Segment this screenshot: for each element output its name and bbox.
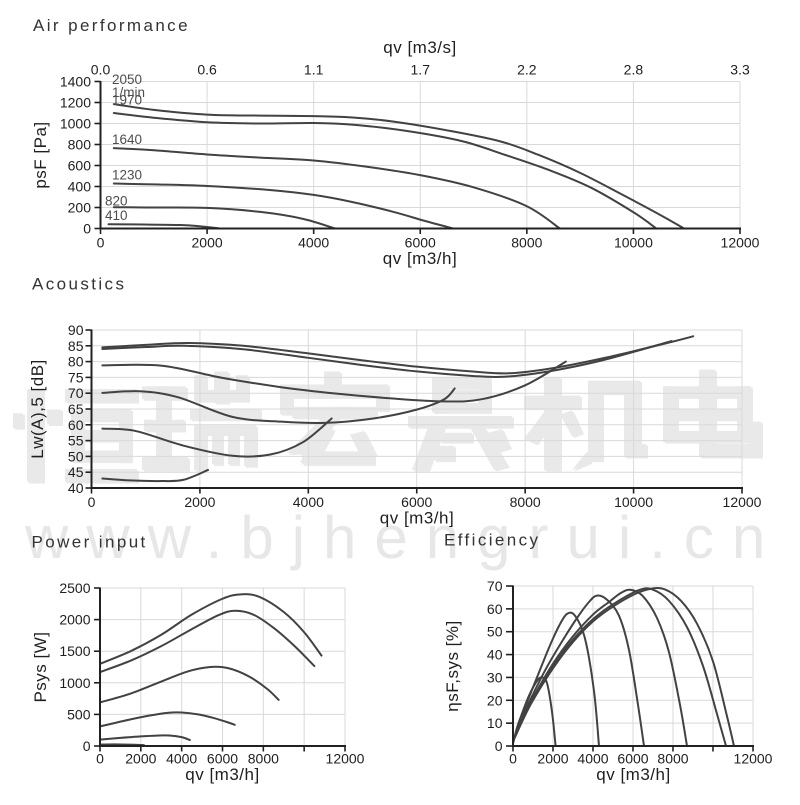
svg-text:85: 85 xyxy=(68,338,84,354)
svg-text:1.1: 1.1 xyxy=(304,62,324,78)
svg-text:0.0: 0.0 xyxy=(91,62,111,78)
svg-text:800: 800 xyxy=(68,137,92,153)
svg-text:0.6: 0.6 xyxy=(197,62,217,78)
svg-text:4000: 4000 xyxy=(577,751,608,767)
svg-text:400: 400 xyxy=(68,179,92,195)
svg-text:2000: 2000 xyxy=(59,612,90,628)
svg-text:8000: 8000 xyxy=(511,235,542,251)
svg-text:qv [m3/h]: qv [m3/h] xyxy=(380,509,454,528)
svg-text:70: 70 xyxy=(68,385,84,401)
svg-text:2050: 2050 xyxy=(112,72,142,87)
svg-text:500: 500 xyxy=(67,706,91,722)
svg-text:40: 40 xyxy=(487,647,503,663)
svg-text:0: 0 xyxy=(88,494,96,510)
svg-text:75: 75 xyxy=(68,369,84,385)
svg-text:50: 50 xyxy=(68,448,84,464)
svg-text:6000: 6000 xyxy=(207,751,238,767)
svg-text:2.2: 2.2 xyxy=(517,62,537,78)
svg-text:410: 410 xyxy=(105,208,128,223)
svg-text:Lw(A),5 [dB]: Lw(A),5 [dB] xyxy=(28,359,47,459)
svg-text:12000: 12000 xyxy=(721,235,760,251)
svg-text:2000: 2000 xyxy=(125,751,156,767)
svg-text:1640: 1640 xyxy=(112,132,142,147)
svg-text:200: 200 xyxy=(68,200,92,216)
svg-text:Acoustics: Acoustics xyxy=(32,275,126,294)
svg-text:3.3: 3.3 xyxy=(730,62,750,78)
svg-text:8000: 8000 xyxy=(510,494,541,510)
svg-text:qv [m3/h]: qv [m3/h] xyxy=(383,249,457,268)
svg-text:30: 30 xyxy=(487,669,503,685)
svg-text:psF [Pa]: psF [Pa] xyxy=(31,121,50,188)
svg-text:1000: 1000 xyxy=(59,675,90,691)
svg-text:2500: 2500 xyxy=(59,580,90,596)
svg-text:8000: 8000 xyxy=(248,751,279,767)
svg-text:60: 60 xyxy=(487,601,503,617)
svg-text:10000: 10000 xyxy=(614,494,653,510)
svg-text:2.8: 2.8 xyxy=(624,62,644,78)
svg-text:1230: 1230 xyxy=(112,168,142,183)
svg-text:80: 80 xyxy=(68,354,84,370)
svg-text:1000: 1000 xyxy=(60,116,91,132)
svg-text:4000: 4000 xyxy=(298,235,329,251)
svg-text:2000: 2000 xyxy=(537,751,568,767)
svg-text:Power input: Power input xyxy=(32,533,148,552)
svg-text:1970: 1970 xyxy=(112,93,142,108)
svg-text:6000: 6000 xyxy=(617,751,648,767)
svg-text:2000: 2000 xyxy=(192,235,223,251)
svg-text:20: 20 xyxy=(487,692,503,708)
svg-text:4000: 4000 xyxy=(293,494,324,510)
svg-text:45: 45 xyxy=(68,464,84,480)
svg-text:0: 0 xyxy=(509,751,517,767)
svg-text:1200: 1200 xyxy=(60,95,91,111)
svg-text:4000: 4000 xyxy=(166,751,197,767)
svg-text:qv [m3/s]: qv [m3/s] xyxy=(383,38,456,57)
svg-text:1/min: 1/min xyxy=(112,85,145,100)
svg-text:600: 600 xyxy=(68,158,92,174)
svg-text:0: 0 xyxy=(97,235,105,251)
svg-text:qv [m3/h]: qv [m3/h] xyxy=(596,765,670,784)
svg-text:0: 0 xyxy=(96,751,104,767)
svg-text:www.bjhengrui.cn: www.bjhengrui.cn xyxy=(24,504,783,571)
svg-text:60: 60 xyxy=(68,417,84,433)
svg-text:Psys [W]: Psys [W] xyxy=(31,631,50,702)
svg-text:10: 10 xyxy=(487,715,503,731)
svg-text:1500: 1500 xyxy=(59,643,90,659)
svg-text:ηsF,sys [%]: ηsF,sys [%] xyxy=(443,620,462,711)
svg-text:6000: 6000 xyxy=(401,494,432,510)
svg-text:40: 40 xyxy=(68,480,84,496)
svg-text:2000: 2000 xyxy=(184,494,215,510)
svg-text:65: 65 xyxy=(68,401,84,417)
svg-text:10000: 10000 xyxy=(614,235,653,251)
svg-text:90: 90 xyxy=(68,322,84,338)
svg-text:70: 70 xyxy=(487,578,503,594)
svg-text:0: 0 xyxy=(83,221,91,237)
svg-text:1400: 1400 xyxy=(60,74,91,90)
svg-text:12000: 12000 xyxy=(326,751,365,767)
svg-text:50: 50 xyxy=(487,624,503,640)
svg-text:Efficiency: Efficiency xyxy=(444,531,540,550)
svg-text:6000: 6000 xyxy=(405,235,436,251)
svg-text:12000: 12000 xyxy=(734,751,773,767)
svg-text:820: 820 xyxy=(105,194,128,209)
svg-text:1.7: 1.7 xyxy=(411,62,431,78)
svg-text:qv [m3/h]: qv [m3/h] xyxy=(185,765,259,784)
svg-text:55: 55 xyxy=(68,433,84,449)
svg-text:12000: 12000 xyxy=(723,494,762,510)
svg-text:Air performance: Air performance xyxy=(33,16,190,35)
svg-text:0: 0 xyxy=(495,738,503,754)
svg-text:8000: 8000 xyxy=(657,751,688,767)
svg-text:0: 0 xyxy=(83,738,91,754)
